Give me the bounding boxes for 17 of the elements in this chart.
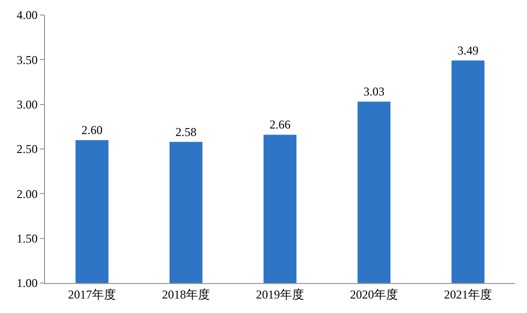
y-tick-label: 1.50 — [16, 232, 38, 246]
y-tick-label: 1.00 — [16, 276, 38, 290]
x-tick-label: 2017年度 — [68, 287, 116, 302]
data-label: 2.58 — [176, 124, 196, 139]
x-tick-label: 2020年度 — [350, 287, 398, 302]
data-label: 3.03 — [364, 84, 384, 99]
data-label: 2.60 — [82, 123, 102, 138]
data-label: 3.49 — [458, 44, 478, 58]
y-tick-label: 2.50 — [16, 142, 38, 156]
y-tick-label: 2.00 — [16, 186, 38, 201]
y-tick-label: 3.50 — [16, 52, 38, 67]
data-label: 2.66 — [270, 118, 290, 132]
x-tick-label: 2018年度 — [162, 287, 210, 302]
x-tick-label: 2021年度 — [444, 287, 492, 302]
y-tick-label: 3.00 — [16, 98, 38, 112]
x-tick-label: 2019年度 — [256, 287, 304, 302]
y-tick-label: 4.00 — [16, 8, 38, 22]
